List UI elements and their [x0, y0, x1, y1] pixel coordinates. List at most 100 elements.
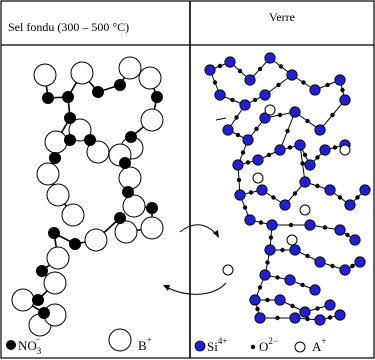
oxygen-ion — [327, 315, 333, 320]
cation-b-ion — [43, 271, 67, 295]
silicon-ion — [254, 312, 266, 324]
silicon-ion — [289, 312, 301, 324]
oxygen-ion — [212, 80, 218, 85]
silicon-ion — [339, 264, 351, 276]
oxygen-ion — [330, 263, 335, 269]
glass-title: Verre — [269, 10, 295, 24]
oxygen-ion — [337, 195, 343, 200]
oxygen-ion — [305, 253, 310, 259]
oxygen-ion — [257, 285, 263, 290]
arrowhead-right — [213, 230, 219, 238]
oxygen-ion — [302, 152, 308, 158]
silicon-ion — [242, 134, 254, 146]
silicon-ion — [314, 314, 326, 326]
nitrate-ion — [49, 152, 61, 164]
nitrate-legend-label: NO3− — [18, 334, 42, 356]
nitrate-ion — [64, 134, 76, 146]
silicon-ion — [314, 124, 326, 136]
silicon-ion — [222, 124, 234, 136]
silicon-ion — [279, 199, 291, 211]
cation-b-ion — [46, 183, 70, 207]
oxygen-ion — [315, 183, 320, 189]
oxygen-ion — [230, 97, 235, 103]
nitrate-ion — [84, 134, 96, 146]
cation-b-ion — [122, 194, 146, 218]
dangling-bond — [215, 117, 227, 121]
oxygen-ion — [292, 191, 298, 196]
silicon-ion — [232, 159, 244, 171]
oxygen-ion — [305, 118, 310, 124]
silicon-ion — [299, 306, 311, 318]
nitrate-ion — [48, 227, 60, 239]
silicon-ion — [334, 74, 346, 86]
oxygen-ion — [268, 235, 274, 240]
silicon-ion — [289, 244, 301, 256]
cation-b-legend-label: B+ — [138, 335, 152, 353]
cation-b-ion — [68, 118, 92, 142]
silicon-ion — [256, 184, 268, 196]
oxygen-ion — [255, 306, 260, 312]
cation-b-ion — [114, 220, 138, 244]
nitrate-ion — [146, 202, 158, 214]
silicon-ion — [274, 144, 286, 156]
glass-network — [204, 52, 371, 326]
nitrate-ion — [114, 212, 126, 224]
cation-b-ion — [44, 130, 68, 154]
oxygen-ion — [345, 232, 350, 238]
oxygen-ion — [236, 177, 242, 183]
silicon-ion — [294, 139, 306, 151]
cation-a-ion — [264, 104, 276, 116]
oxygen-ion — [315, 155, 320, 160]
silicon-ion — [259, 112, 271, 124]
silicon-ion — [224, 56, 236, 68]
nitrate-legend-marker — [6, 340, 16, 350]
oxygen-ion — [235, 132, 241, 138]
oxygen-ion — [257, 66, 263, 72]
cation-b-ion — [118, 166, 142, 190]
nitrate-ion — [92, 86, 104, 98]
oxygen-ion — [217, 63, 223, 69]
silicon-ion — [304, 159, 316, 171]
cation-b-ion — [33, 63, 57, 87]
silicon-ion — [274, 294, 286, 306]
silicon-ion — [299, 176, 311, 188]
silicon-ion — [334, 309, 346, 321]
molten-salt-title: Sel fondu (300 – 500 °C) — [8, 20, 129, 34]
oxygen-ion — [248, 190, 254, 195]
nitrate-ion — [36, 265, 48, 277]
arrowhead-left — [163, 285, 170, 291]
silicon-ion — [252, 154, 264, 166]
silicon-ion — [289, 106, 301, 118]
oxygen-ion — [266, 152, 272, 158]
silicon-ion — [304, 219, 316, 231]
oxygen-ion — [234, 115, 239, 120]
silicon-ion — [264, 52, 276, 64]
silicon-ion — [339, 94, 351, 106]
oxygen-ion — [276, 82, 281, 88]
silicon-ion — [259, 269, 271, 281]
silicon-ion — [204, 64, 216, 76]
nitrate-ion — [62, 91, 74, 103]
cation-a-ion — [299, 204, 311, 216]
silicon-ion — [309, 284, 321, 296]
silicon-ion — [266, 219, 278, 231]
nitrate-ion — [69, 238, 81, 250]
silicon-ion — [314, 256, 326, 268]
silicon-ion — [324, 299, 336, 311]
oxygen-ion — [278, 64, 284, 69]
silicon-legend-label: Si4+ — [207, 336, 227, 354]
ion-exchange-arrows — [163, 224, 227, 295]
cation-b-ion — [61, 203, 85, 227]
cation-b-ion — [70, 61, 94, 85]
oxygen-ion — [277, 112, 283, 118]
oxygen-ion — [245, 160, 251, 165]
silicon-ion — [309, 84, 321, 96]
oxygen-ion — [340, 87, 345, 93]
oxygen-ion — [242, 205, 248, 210]
oxygen-ion — [258, 220, 264, 225]
silicon-ion — [214, 89, 226, 101]
molten-salt-network — [11, 56, 164, 337]
silicon-ion — [234, 189, 246, 201]
